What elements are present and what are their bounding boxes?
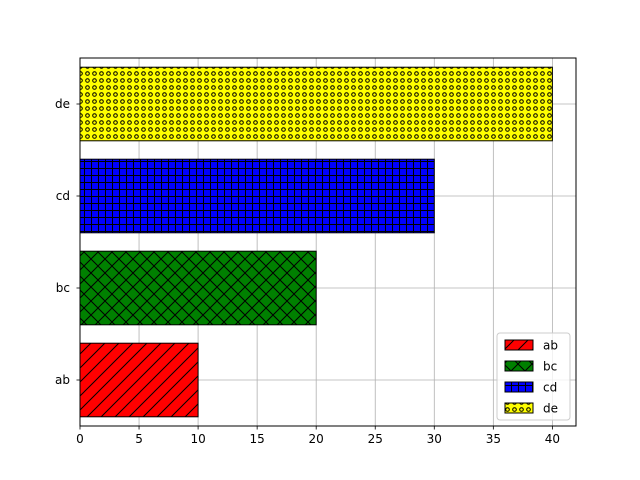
- x-tick-label: 30: [427, 432, 442, 446]
- bar-ab: [79, 342, 199, 418]
- x-tick-label: 10: [190, 432, 205, 446]
- legend-label: de: [543, 402, 558, 416]
- plot-frame: [79, 57, 577, 427]
- legend-swatch-de: [504, 402, 534, 414]
- bars: [79, 66, 553, 418]
- legend-label: cd: [543, 381, 557, 395]
- bar-cd: [79, 158, 435, 234]
- bar-de: [79, 66, 553, 142]
- x-tick-label: 0: [76, 432, 84, 446]
- legend-swatch-ab: [504, 339, 534, 351]
- legend-box: [496, 332, 571, 421]
- y-tick-label: bc: [56, 281, 70, 295]
- x-tick-label: 40: [545, 432, 560, 446]
- x-axis: 0 5 10 15 20 25 30 35 40: [76, 426, 560, 446]
- legend-swatch-bc: [504, 360, 534, 372]
- x-tick-label: 25: [368, 432, 383, 446]
- x-tick-label: 20: [309, 432, 324, 446]
- bar-bc: [79, 250, 317, 326]
- legend-swatch-cd: [504, 381, 534, 393]
- y-tick-label: de: [55, 97, 70, 111]
- x-tick-label: 5: [135, 432, 143, 446]
- y-tick-label: cd: [56, 189, 70, 203]
- y-axis: ab bc cd de: [55, 97, 80, 387]
- legend-label: ab: [543, 339, 558, 353]
- legend-label: bc: [543, 360, 557, 374]
- x-tick-label: 15: [250, 432, 265, 446]
- x-tick-label: 35: [486, 432, 501, 446]
- legend: ab bc cd de: [496, 332, 571, 421]
- y-tick-label: ab: [55, 373, 70, 387]
